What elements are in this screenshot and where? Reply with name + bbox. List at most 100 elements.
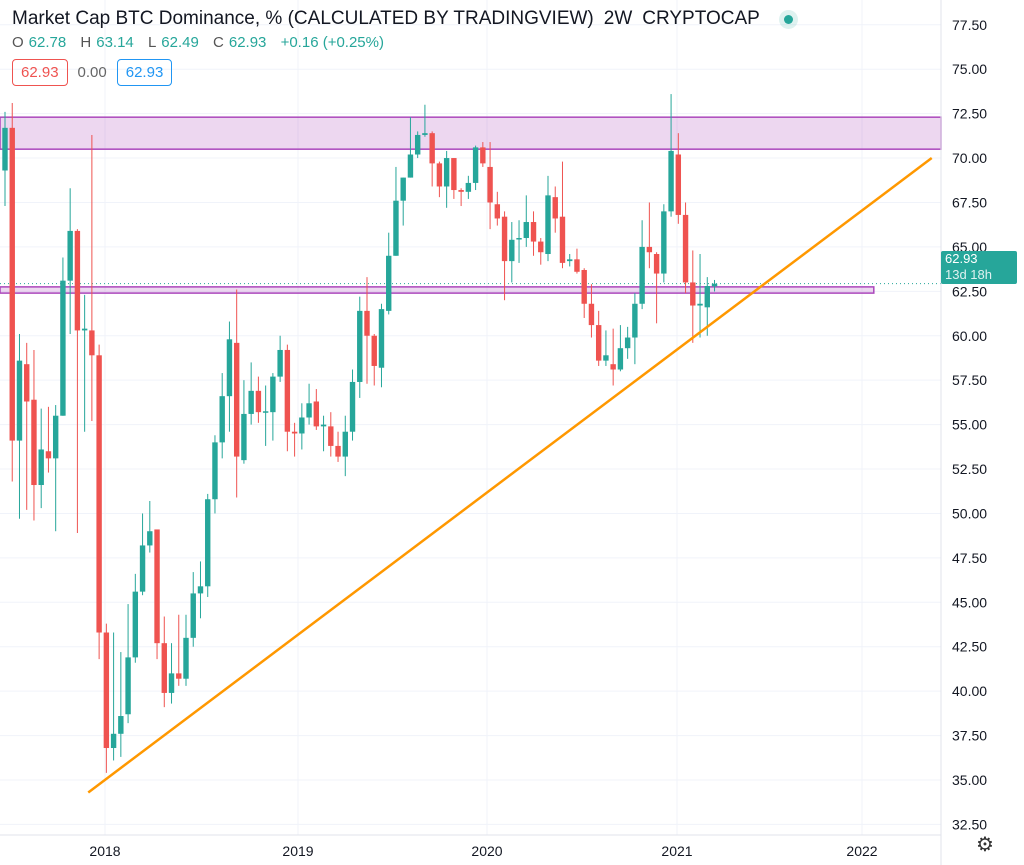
candle-body (328, 426, 334, 446)
candle-down (233, 289, 240, 498)
candle-body (45, 451, 52, 459)
candle-body (393, 200, 399, 256)
close-value: 62.93 (228, 34, 267, 51)
candle-body (226, 339, 233, 397)
candle-down (451, 158, 457, 199)
candle-body (212, 442, 218, 500)
candle-body (270, 376, 276, 413)
sell-button[interactable]: 62.93 (12, 59, 68, 86)
price-axis[interactable]: 32.50 35.00 37.50 40.00 42.50 45.00 47.50 50.00… (952, 17, 987, 833)
trendline[interactable] (87, 157, 933, 794)
candle-down (291, 422, 298, 457)
y-tick-label: 70.00 (952, 150, 987, 166)
buy-button[interactable]: 62.93 (116, 59, 173, 86)
candle-body (595, 325, 602, 361)
candle-down (675, 133, 682, 224)
candle-body (183, 637, 189, 679)
candle-body (407, 154, 414, 178)
candle-body (451, 158, 457, 191)
candle-up (306, 383, 312, 425)
y-tick-label: 35.00 (952, 772, 987, 788)
candle-up (67, 188, 73, 334)
candle-up (270, 373, 276, 441)
candle-body (248, 390, 254, 414)
gear-icon[interactable]: ⚙ (976, 834, 994, 856)
candle-body (103, 632, 110, 749)
chart-legend: Market Cap BTC Dominance, % (CALCULATED … (12, 8, 793, 86)
y-tick-label: 47.50 (952, 550, 987, 566)
candle-down (581, 268, 587, 318)
y-tick-label: 45.00 (952, 594, 987, 610)
candle-up (342, 415, 348, 477)
candle-up (212, 435, 218, 514)
candle-body (190, 593, 196, 638)
candle-up (378, 303, 385, 388)
candle-up (617, 325, 624, 372)
symbol-title[interactable]: Market Cap BTC Dominance, % (CALCULATED … (12, 8, 793, 30)
candle-body (682, 214, 689, 283)
candle-up (190, 572, 196, 647)
candle-body (357, 310, 363, 382)
high-label: H (80, 34, 92, 51)
y-tick-label: 37.50 (952, 728, 987, 744)
candle-up (632, 293, 638, 365)
candle-body (675, 154, 682, 215)
candle-up (509, 222, 515, 283)
candle-down (552, 186, 558, 233)
resistance-zones (0, 116, 942, 294)
price-zone[interactable] (0, 116, 942, 150)
interval-label[interactable]: 2W (603, 8, 633, 29)
change-value: +0.16 (+0.25%) (280, 34, 384, 51)
candle-body (284, 349, 291, 432)
candle-down (335, 431, 341, 462)
candle-body (509, 239, 515, 262)
candle-body (653, 254, 660, 274)
candle-body (241, 413, 247, 461)
y-tick-label: 62.50 (952, 283, 987, 299)
x-tick-label: 2021 (661, 843, 692, 859)
x-tick-label: 2020 (471, 843, 502, 859)
candle-body (603, 355, 609, 361)
candle-down (436, 161, 443, 198)
candle-body (197, 586, 204, 594)
last-price-value: 62.93 (945, 251, 978, 266)
candle-body (704, 285, 710, 308)
candle-down (530, 211, 537, 256)
candle-body (639, 246, 645, 304)
candle-body (632, 303, 638, 338)
candle-body (205, 499, 211, 587)
candle-up (393, 166, 399, 256)
candle-body (574, 259, 580, 272)
price-zone[interactable] (0, 286, 875, 294)
symbol-name: Market Cap BTC Dominance, % (CALCULATED … (12, 8, 594, 29)
candle-body (89, 330, 95, 356)
market-status-icon (783, 14, 793, 24)
candle-down (364, 277, 370, 384)
candle-body (400, 177, 406, 201)
candle-up (147, 501, 153, 553)
trade-buttons: 62.93 0.00 62.93 (12, 59, 793, 86)
candle-body (74, 230, 81, 331)
y-tick-label: 40.00 (952, 683, 987, 699)
candle-body (545, 195, 551, 255)
candle-up (16, 333, 23, 519)
candle-down (45, 406, 52, 473)
candle-up (516, 220, 522, 263)
open-label: O (12, 34, 24, 51)
y-tick-label: 75.00 (952, 61, 987, 77)
candle-up (299, 403, 305, 450)
candle-down (9, 102, 15, 482)
candle-body (349, 381, 356, 432)
time-axis[interactable]: 2018 2019 2020 2021 2022 (89, 843, 877, 859)
candle-up (205, 493, 211, 597)
candle-up (465, 175, 472, 199)
ohlc-values: O 62.78 H 63.14 L 62.49 C 62.93 +0.16 (+0.25… (12, 34, 793, 51)
candle-body (610, 364, 616, 370)
candle-body (414, 134, 421, 155)
candle-body (690, 282, 696, 306)
candle-body (538, 241, 544, 253)
x-tick-label: 2022 (846, 843, 877, 859)
candle-down (480, 142, 486, 167)
candle-body (516, 238, 522, 240)
